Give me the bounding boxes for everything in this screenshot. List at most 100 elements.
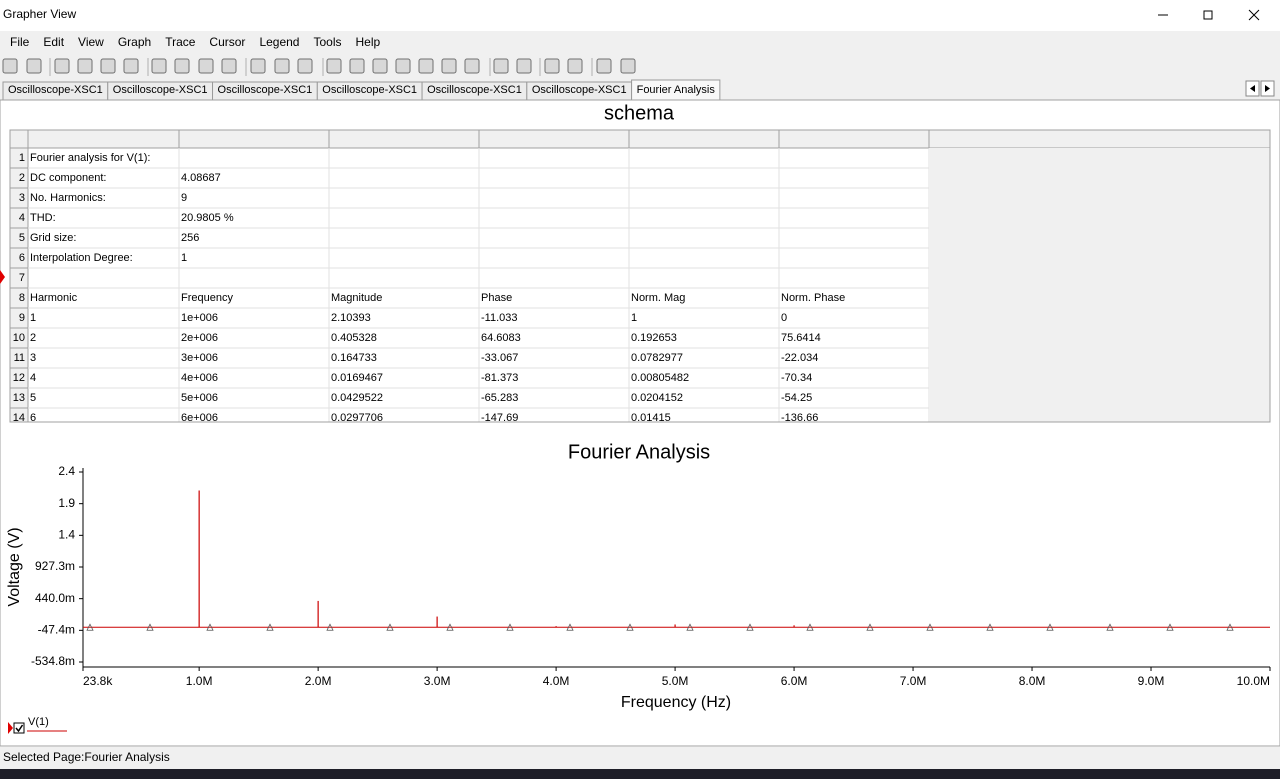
table-cell: -22.034 [781,352,818,364]
menu-item[interactable]: Tools [313,35,341,49]
table-cell: 1 [631,312,637,324]
table-cell: 5e+006 [181,392,218,404]
row-number: 12 [13,372,25,384]
toolbar-button[interactable] [418,58,434,74]
table-cell: 0.164733 [331,352,377,364]
legend-checkbox[interactable] [13,722,25,734]
x-tick-label: 5.0M [662,674,689,688]
table-cell: THD: [30,212,56,224]
toolbar-button[interactable] [250,58,266,74]
table-cell: 1e+006 [181,312,218,324]
table-cell: Norm. Mag [631,292,685,304]
table-cell: 0.0782977 [631,352,683,364]
menu-item[interactable]: Graph [118,35,151,49]
table-cell: 0.192653 [631,332,677,344]
toolbar-button[interactable] [326,58,342,74]
toolbar-button[interactable] [2,58,18,74]
toolbar-button[interactable] [349,58,365,74]
table-border [9,129,1271,423]
table-cell: 5 [30,392,36,404]
x-tick-label: 6.0M [781,674,808,688]
tab-label: Oscilloscope-XSC1 [8,84,103,96]
toolbar-button[interactable] [54,58,70,74]
table-cell: -11.033 [481,312,518,324]
table-cell: 1 [30,312,36,324]
toolbar-button[interactable] [620,58,636,74]
taskbar [0,769,1280,779]
row-pointer [0,270,5,284]
trace-marker [86,623,94,631]
toolbar-button[interactable] [151,58,167,74]
x-tick-label: 8.0M [1019,674,1046,688]
toolbar-button[interactable] [221,58,237,74]
toolbar-button[interactable] [567,58,583,74]
table-cell: Grid size: [30,232,76,244]
x-tick-label: 2.0M [305,674,332,688]
toolbar-button[interactable] [100,58,116,74]
row-number: 8 [19,292,25,304]
toolbar-button[interactable] [198,58,214,74]
table-cell: 0 [781,312,787,324]
tab-label: Oscilloscope-XSC1 [532,84,627,96]
table-cell: -65.283 [481,392,518,404]
x-tick-label: 23.8k [83,674,113,688]
table-cell: Phase [481,292,512,304]
menu-item[interactable]: Edit [43,35,64,49]
y-tick-label: 927.3m [35,559,75,573]
tab-label: Oscilloscope-XSC1 [218,84,313,96]
table-title: schema [604,102,675,124]
toolbar-button[interactable] [516,58,532,74]
row-number: 13 [13,392,25,404]
menu-item[interactable]: View [78,35,104,49]
table-cell: -33.067 [481,352,518,364]
menu-item[interactable]: Cursor [209,35,245,49]
toolbar-button[interactable] [464,58,480,74]
toolbar-button[interactable] [372,58,388,74]
toolbar-button[interactable] [441,58,457,74]
toolbar [2,58,636,76]
row-number: 10 [13,332,25,344]
row-number: 2 [19,172,25,184]
status-text: Selected Page:Fourier Analysis [3,750,170,764]
toolbar-button[interactable] [297,58,313,74]
menu-item[interactable]: Legend [259,35,299,49]
restore-button[interactable] [1203,10,1213,20]
menu-bar: File Edit View Graph Trace Cursor Legend Tools H… [10,35,381,49]
toolbar-button[interactable] [77,58,93,74]
row-number: 1 [19,152,25,164]
table-cell: 0.0297706 [331,412,383,424]
legend-pointer [8,722,13,734]
table-cell: 75.6414 [781,332,821,344]
toolbar-button[interactable] [174,58,190,74]
table-cell: Harmonic [30,292,78,304]
fourier-chart: Fourier Analysis Voltage (V) Frequency (Hz… [6,441,1271,734]
trace-marker [866,623,874,631]
table-cell: 4e+006 [181,372,218,384]
table-blank-area [929,148,1270,422]
toolbar-button[interactable] [274,58,290,74]
menu-item[interactable]: Trace [165,35,196,49]
tab-label: Oscilloscope-XSC1 [113,84,208,96]
tab-label: Oscilloscope-XSC1 [322,84,417,96]
y-tick-label: 1.9 [58,496,75,510]
toolbar-button[interactable] [596,58,612,74]
table-cell: 2e+006 [181,332,218,344]
toolbar-button[interactable] [123,58,139,74]
x-tick-label: 3.0M [424,674,451,688]
toolbar-button[interactable] [544,58,560,74]
close-button[interactable] [1248,9,1260,21]
table-cell: -81.373 [481,372,518,384]
table-cell: 4 [30,372,36,384]
trace-marker [146,623,154,631]
toolbar-button[interactable] [395,58,411,74]
menu-item[interactable]: Help [356,35,381,49]
table-cell: Frequency [181,292,233,304]
table-cell: -54.25 [781,392,812,404]
menu-item[interactable]: File [10,35,30,49]
toolbar-button[interactable] [26,58,42,74]
table-cell: Interpolation Degree: [30,252,133,264]
row-number: 3 [19,192,25,204]
toolbar-button[interactable] [493,58,509,74]
